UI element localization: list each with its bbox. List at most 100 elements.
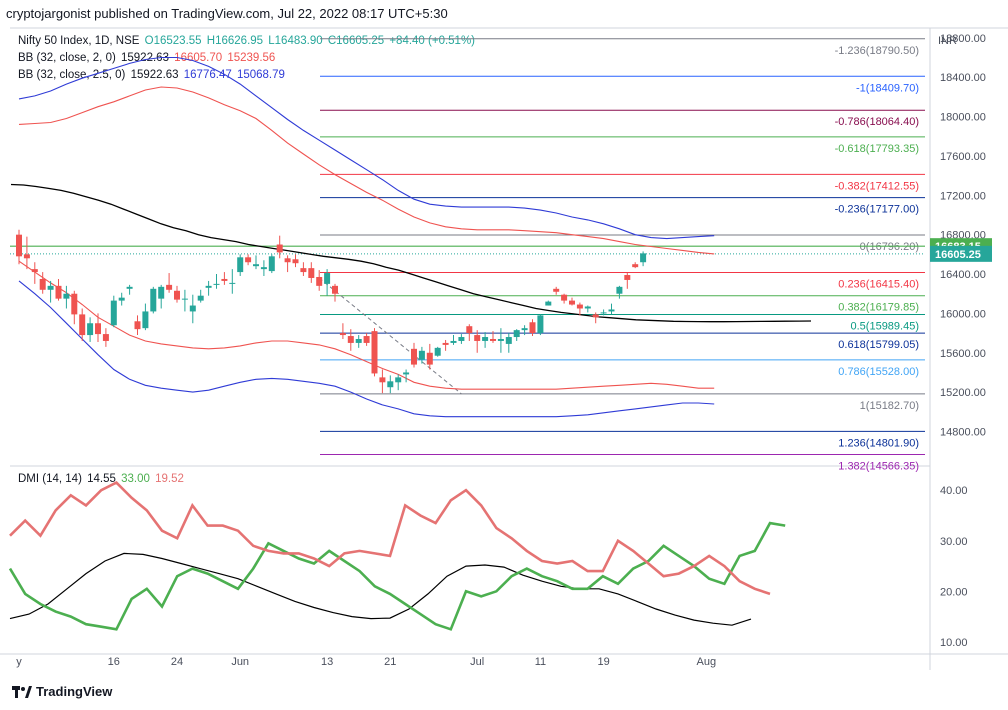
candle-body bbox=[537, 315, 544, 334]
candle-body bbox=[584, 306, 591, 309]
fib-level-label: 0.618(15799.05) bbox=[838, 339, 919, 351]
fib-level-label: 1.382(14566.35) bbox=[838, 461, 919, 473]
date-tick-label: 16 bbox=[108, 656, 120, 668]
currency-label: INR bbox=[938, 35, 957, 47]
candle-body bbox=[395, 377, 402, 383]
date-tick-label: y bbox=[16, 656, 22, 668]
price-badge-label: 16605.25 bbox=[935, 249, 981, 261]
candle-body bbox=[521, 328, 528, 331]
dmi-minus-value: 19.52 bbox=[155, 473, 184, 485]
candle-body bbox=[95, 323, 101, 335]
candle-body bbox=[221, 278, 228, 281]
candle-body bbox=[308, 268, 315, 278]
candle-body bbox=[482, 337, 489, 341]
tradingview-logo: TradingView bbox=[12, 684, 112, 699]
candle-body bbox=[339, 333, 346, 336]
candle-body bbox=[134, 321, 141, 330]
candle-body bbox=[276, 244, 283, 253]
candle-body bbox=[505, 337, 512, 344]
bb2-basis: 15922.63 bbox=[130, 69, 179, 81]
bb2-legend: BB (32, close, 2.5, 0) 15922.63 16776.47… bbox=[18, 69, 287, 81]
bb1-name: BB (32, close, 2, 0) bbox=[18, 52, 116, 64]
publisher-header: cryptojargonist published on TradingView… bbox=[6, 6, 448, 21]
candle-body bbox=[403, 372, 410, 375]
candle-body bbox=[355, 338, 362, 343]
candle-body bbox=[561, 294, 568, 301]
candle-body bbox=[158, 286, 165, 299]
candle-body bbox=[553, 288, 560, 292]
candle-body bbox=[640, 253, 647, 263]
dmi-tick-label: 10.00 bbox=[940, 637, 968, 649]
bb1-upper: 16605.70 bbox=[174, 52, 223, 64]
candle-body bbox=[497, 338, 504, 341]
candle-body bbox=[474, 335, 481, 341]
bb1-legend: BB (32, close, 2, 0) 15922.63 16605.70 1… bbox=[18, 52, 277, 64]
candle-body bbox=[411, 348, 417, 365]
candle-body bbox=[16, 234, 22, 257]
fib-level-label: 0.786(15528.00) bbox=[838, 366, 919, 378]
candle-body bbox=[576, 304, 583, 309]
candle-body bbox=[229, 282, 236, 284]
price-legend: Nifty 50 Index, 1D, NSE O16523.55 H16626… bbox=[18, 35, 477, 47]
close-value: C16605.25 bbox=[327, 35, 385, 47]
candle-body bbox=[426, 352, 433, 365]
date-tick-label: Aug bbox=[697, 656, 717, 668]
candle-body bbox=[181, 298, 188, 300]
candle-body bbox=[23, 254, 30, 259]
candle-body bbox=[126, 286, 133, 289]
bb1-lower-line bbox=[18, 260, 715, 390]
candle-body bbox=[174, 290, 180, 300]
candle-body bbox=[87, 323, 94, 336]
candle-body bbox=[110, 300, 117, 326]
candle-body bbox=[268, 256, 275, 272]
bb1-lower: 15239.56 bbox=[227, 52, 276, 64]
price-tick-label: 15600.00 bbox=[940, 348, 986, 360]
date-tick-label: 13 bbox=[321, 656, 333, 668]
candle-body bbox=[608, 309, 615, 312]
dmi-tick-label: 30.00 bbox=[940, 536, 968, 548]
bb2-lower-line bbox=[18, 280, 715, 418]
candle-body bbox=[363, 336, 370, 343]
candle-body bbox=[592, 314, 599, 318]
date-tick-label: 24 bbox=[171, 656, 183, 668]
candle-body bbox=[600, 312, 607, 314]
candle-body bbox=[371, 331, 378, 374]
bb2-upper-line bbox=[18, 56, 715, 240]
bb2-name: BB (32, close, 2.5, 0) bbox=[18, 69, 126, 81]
dmi-tick-label: 40.00 bbox=[940, 485, 968, 497]
candle-body bbox=[632, 264, 639, 268]
high-value: H16626.95 bbox=[206, 35, 264, 47]
candle-body bbox=[237, 257, 244, 273]
price-tick-label: 18400.00 bbox=[940, 72, 986, 84]
candle-body bbox=[63, 293, 70, 299]
price-tick-label: 14800.00 bbox=[940, 427, 986, 439]
symbol-label: Nifty 50 Index, 1D, NSE bbox=[18, 35, 140, 47]
candle-body bbox=[379, 377, 386, 383]
fib-level-label: -1(18409.70) bbox=[856, 82, 919, 94]
candle-body bbox=[434, 347, 441, 356]
price-tick-label: 17200.00 bbox=[940, 190, 986, 202]
dmi-adx-value: 14.55 bbox=[87, 473, 116, 485]
dmi-tick-label: 20.00 bbox=[940, 586, 968, 598]
candle-body bbox=[31, 269, 38, 273]
candle-body bbox=[213, 283, 220, 285]
dmi-adx-line bbox=[9, 552, 752, 626]
bb1-basis: 15922.63 bbox=[121, 52, 169, 64]
fib-trend-line bbox=[318, 277, 462, 395]
date-tick-label: Jul bbox=[470, 656, 484, 668]
candle-body bbox=[442, 342, 449, 345]
candle-body bbox=[197, 295, 204, 301]
date-tick-label: 21 bbox=[384, 656, 396, 668]
fib-level-label: -0.236(17177.00) bbox=[835, 204, 919, 216]
candle-body bbox=[347, 336, 354, 343]
candle-body bbox=[490, 338, 496, 341]
candle-body bbox=[166, 284, 173, 290]
candle-body bbox=[450, 340, 457, 343]
candle-body bbox=[205, 285, 212, 288]
candle-body bbox=[189, 305, 196, 312]
candle-body bbox=[418, 350, 425, 360]
dmi-plus-di-line bbox=[8, 521, 786, 631]
price-tick-label: 16000.00 bbox=[940, 308, 986, 320]
candle-body bbox=[513, 330, 520, 338]
